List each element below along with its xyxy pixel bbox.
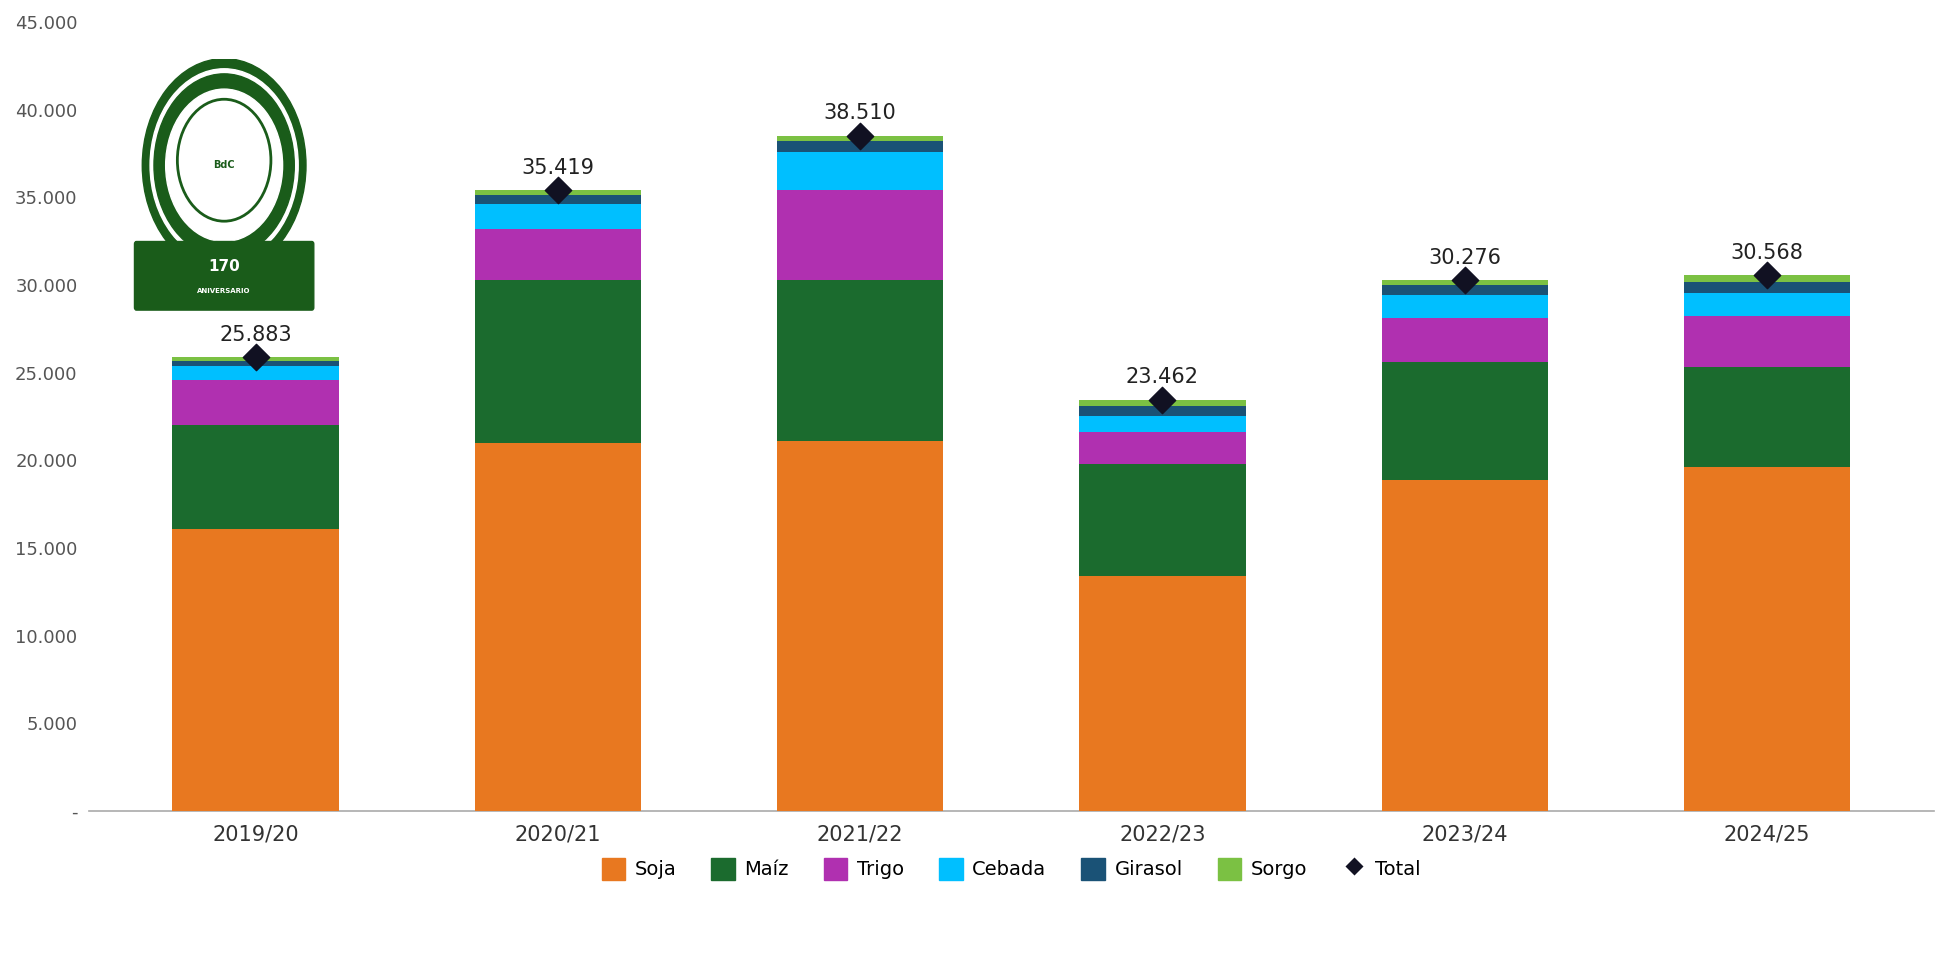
Text: 38.510: 38.510: [824, 104, 896, 123]
Bar: [173, 361, 339, 366]
Total: [240, 350, 271, 365]
Bar: [777, 136, 943, 142]
Bar: [475, 443, 641, 811]
Bar: [173, 366, 339, 380]
Text: BdC: BdC: [212, 160, 236, 170]
Bar: [1381, 362, 1547, 480]
Text: 25.883: 25.883: [220, 324, 292, 345]
Bar: [475, 204, 641, 229]
Bar: [1381, 319, 1547, 362]
Bar: [1683, 293, 1849, 317]
Bar: [173, 529, 339, 811]
Bar: [475, 279, 641, 443]
Text: 170: 170: [208, 260, 240, 275]
Text: 30.276: 30.276: [1428, 248, 1500, 268]
Bar: [173, 358, 339, 361]
FancyBboxPatch shape: [134, 241, 314, 310]
Text: ANIVERSARIO: ANIVERSARIO: [197, 288, 251, 294]
Bar: [1079, 416, 1245, 432]
Bar: [1683, 317, 1849, 367]
Bar: [1381, 280, 1547, 285]
Bar: [1079, 432, 1245, 464]
Bar: [777, 191, 943, 279]
Bar: [777, 151, 943, 191]
Bar: [777, 142, 943, 151]
Bar: [1079, 575, 1245, 811]
Bar: [1683, 275, 1849, 282]
Text: 35.419: 35.419: [522, 157, 594, 178]
Total: [1751, 267, 1782, 282]
Circle shape: [166, 89, 282, 241]
Bar: [173, 380, 339, 425]
Bar: [777, 279, 943, 441]
Bar: [1683, 367, 1849, 467]
Bar: [1683, 282, 1849, 293]
Bar: [475, 195, 641, 204]
Circle shape: [154, 74, 294, 257]
Bar: [173, 425, 339, 529]
Bar: [475, 229, 641, 279]
Bar: [1381, 295, 1547, 319]
Bar: [1079, 400, 1245, 405]
Bar: [1381, 480, 1547, 811]
Total: [1449, 273, 1480, 288]
Total: [1145, 392, 1177, 407]
Circle shape: [142, 59, 306, 272]
Bar: [1079, 464, 1245, 575]
Text: 23.462: 23.462: [1126, 367, 1198, 387]
Bar: [1381, 285, 1547, 295]
Total: [843, 128, 875, 144]
Total: [542, 182, 573, 197]
Bar: [475, 190, 641, 195]
Bar: [1079, 405, 1245, 416]
Bar: [777, 441, 943, 811]
Circle shape: [150, 68, 298, 262]
Legend: Soja, Maíz, Trigo, Cebada, Girasol, Sorgo, Total: Soja, Maíz, Trigo, Cebada, Girasol, Sorg…: [594, 850, 1428, 888]
Bar: [1683, 467, 1849, 811]
Text: 30.568: 30.568: [1730, 242, 1802, 263]
